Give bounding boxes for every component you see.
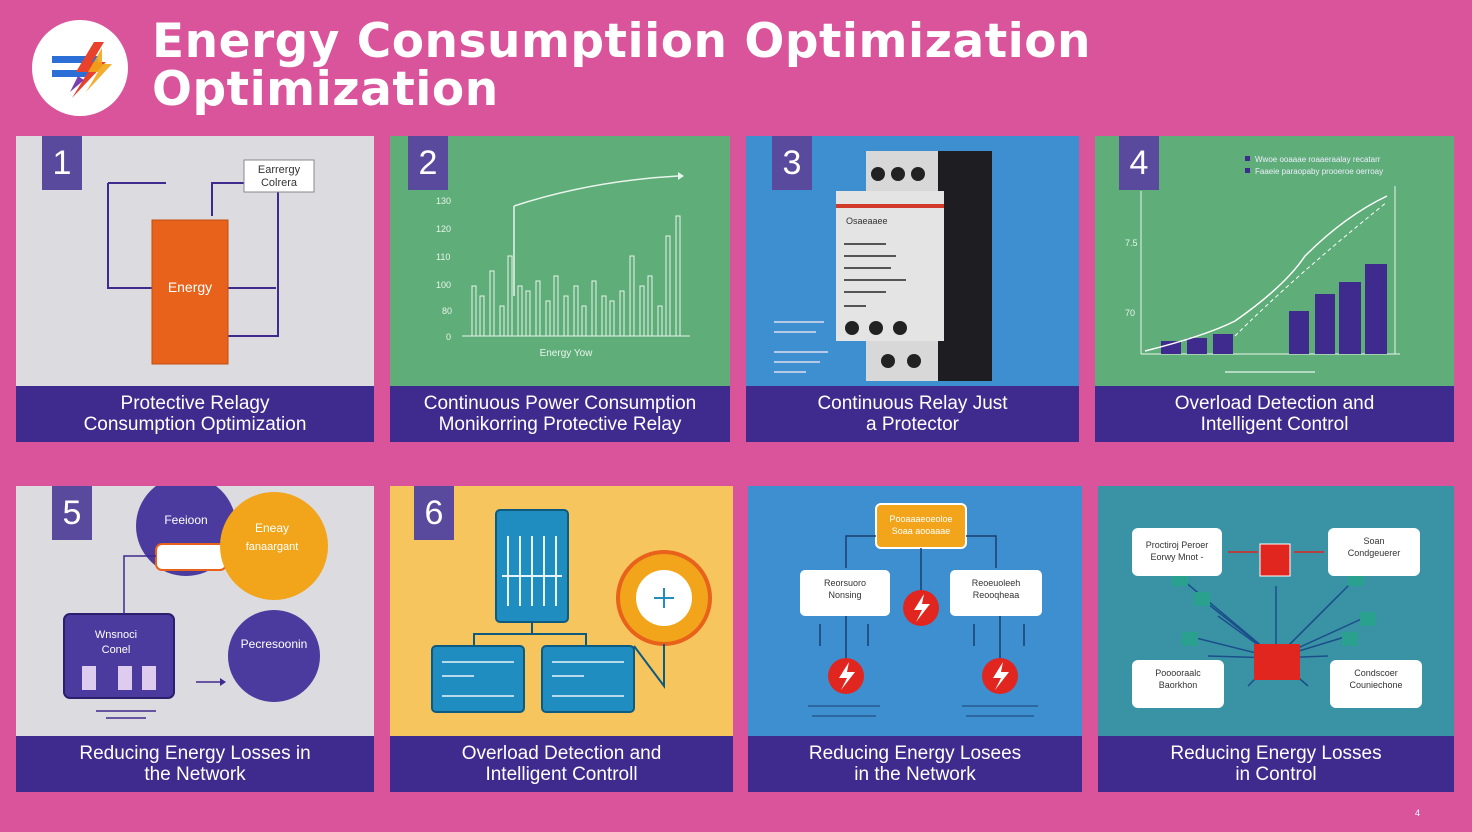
svg-text:120: 120 — [436, 224, 451, 234]
page-title: Energy Consumptiion Optimization Optimiz… — [152, 18, 1091, 114]
hub-network-icon: Proctiroj Peroer Eorwy Mnot - Soan Condg… — [1132, 528, 1422, 708]
block-label: Energy — [168, 279, 212, 295]
title-line-2: Optimization — [152, 62, 499, 117]
callout-line-1: Earrergy — [258, 164, 301, 176]
card-4: Wwoe ooaaae roaaeraalay recatarr Faaeie … — [1095, 136, 1454, 442]
box-line-1: Wnsnoci — [95, 629, 137, 641]
circuit-panel-icon — [431, 509, 712, 713]
card-number: 1 — [42, 136, 82, 190]
card-5: Feeioon Eneay fanaargant Pecresoonin Wns… — [16, 486, 374, 792]
bubble-3: Pecresoonin — [241, 637, 308, 651]
caption-line-1: Reducing Energy Losses — [1170, 743, 1382, 764]
card-1: Energy Earrergy Colrera 1 Protective Rel… — [16, 136, 374, 442]
card-number: 5 — [52, 486, 92, 540]
relay-device-icon: Osaeaaee — [774, 151, 992, 381]
top-box-line-1: Pooaaaeoeoloe — [889, 514, 952, 524]
caption-line-1: Overload Detection and — [461, 743, 662, 764]
card-caption: Reducing Energy Losees in the Network — [748, 736, 1082, 792]
left-box-line-2: Nonsing — [828, 590, 861, 600]
legend-1: Wwoe ooaaae roaaeraalay recatarr — [1255, 155, 1381, 164]
bubble-1: Feeioon — [164, 513, 207, 527]
logo — [32, 20, 128, 116]
top-box-line-2: Soaa aooaaae — [892, 526, 951, 536]
legend-2: Faaeie paraopaby prooeroe oerroay — [1255, 167, 1383, 176]
svg-text:70: 70 — [1125, 308, 1135, 318]
box-bl-line-2: Baorkhon — [1159, 680, 1198, 690]
page-number: 4 — [1414, 808, 1420, 818]
svg-text:0: 0 — [446, 332, 451, 342]
box-tl-line-2: Eorwy Mnot - — [1150, 552, 1203, 562]
box-br-line-1: Condscoer — [1354, 668, 1398, 678]
caption-line-1: Reducing Energy Losses in — [79, 743, 311, 764]
svg-text:110: 110 — [436, 252, 450, 262]
caption-line-1: Reducing Energy Losees — [808, 743, 1022, 764]
caption-line-2: in Control — [1235, 764, 1317, 785]
card-caption: Reducing Energy Losses in the Network — [16, 736, 374, 792]
caption-line-2: Intelligent Controll — [485, 764, 638, 785]
card-caption: Continuous Power Consumption Monikorring… — [390, 386, 730, 442]
bubble-2-line-2: fanaargant — [246, 541, 299, 553]
card-number: 6 — [414, 486, 454, 540]
card-number: 2 — [408, 136, 448, 190]
right-box-line-2: Reooqheaa — [973, 590, 1020, 600]
lightning-flow-icon: Pooaaaeoeoloe Soaa aooaaae Reorsuoro Non… — [800, 503, 1042, 717]
title-line-1: Energy Consumptiion Optimization — [152, 14, 1092, 69]
card-caption: Protective Relagy Consumption Optimizati… — [16, 386, 374, 442]
card-caption: Continuous Relay Just a Protector — [746, 386, 1079, 442]
device-label: Osaeaaee — [846, 216, 888, 226]
box-br-line-2: Couniechone — [1349, 680, 1402, 690]
network-diagram-icon: Feeioon Eneay fanaargant Pecresoonin Wns… — [63, 486, 328, 719]
box-tl-line-1: Proctiroj Peroer — [1146, 540, 1209, 550]
caption-line-2: in the Network — [854, 764, 976, 785]
card-3: Osaeaaee 3 Continuous Relay Just a Prote… — [746, 136, 1079, 442]
caption-line-1: Protective Relagy — [120, 393, 270, 414]
card-number: 4 — [1119, 136, 1159, 190]
bar-chart-icon: 130 120 110 100 80 0 Energy Yow — [436, 172, 690, 359]
caption-line-2: Intelligent Control — [1200, 414, 1349, 435]
caption-line-2: Monikorring Protective Relay — [438, 414, 682, 435]
callout-line-2: Colrera — [261, 177, 298, 189]
bubble-2-line-1: Eneay — [255, 521, 289, 535]
card-6: 6 Overload Detection and Intelligent Con… — [390, 486, 733, 792]
box-tr-line-1: Soan — [1363, 536, 1384, 546]
battery-block-icon: Energy Earrergy Colrera — [107, 159, 315, 365]
card-8: Proctiroj Peroer Eorwy Mnot - Soan Condg… — [1098, 486, 1454, 792]
svg-text:100: 100 — [436, 280, 451, 290]
caption-line-2: Consumption Optimization — [83, 414, 307, 435]
box-tr-line-2: Condgeuerer — [1348, 548, 1401, 558]
caption-line-1: Overload Detection and — [1174, 393, 1375, 414]
card-7: Pooaaaeoeoloe Soaa aooaaae Reorsuoro Non… — [748, 486, 1082, 792]
card-caption: Overload Detection and Intelligent Contr… — [390, 736, 733, 792]
caption-line-2: a Protector — [866, 414, 959, 435]
card-2: 130 120 110 100 80 0 Energy Yow 2 Contin… — [390, 136, 730, 442]
energy-logo-icon — [52, 42, 112, 98]
caption-line-1: Continuous Relay Just — [817, 393, 1008, 414]
svg-text:80: 80 — [442, 306, 452, 316]
left-box-line-1: Reorsuoro — [824, 578, 866, 588]
card-caption: Reducing Energy Losses in Control — [1098, 736, 1454, 792]
caption-line-1: Continuous Power Consumption — [423, 393, 697, 414]
svg-text:7.5: 7.5 — [1125, 238, 1138, 248]
caption-line-2: the Network — [144, 764, 246, 785]
right-box-line-1: Reoeuoleeh — [972, 578, 1021, 588]
axis-label: Energy Yow — [540, 348, 594, 359]
box-bl-line-1: Pooooraalc — [1155, 668, 1201, 678]
card-caption: Overload Detection and Intelligent Contr… — [1095, 386, 1454, 442]
svg-text:130: 130 — [436, 196, 451, 206]
box-line-2: Conel — [102, 644, 131, 656]
trend-chart-icon: Wwoe ooaaae roaaeraalay recatarr Faaeie … — [1125, 155, 1400, 373]
card-number: 3 — [772, 136, 812, 190]
